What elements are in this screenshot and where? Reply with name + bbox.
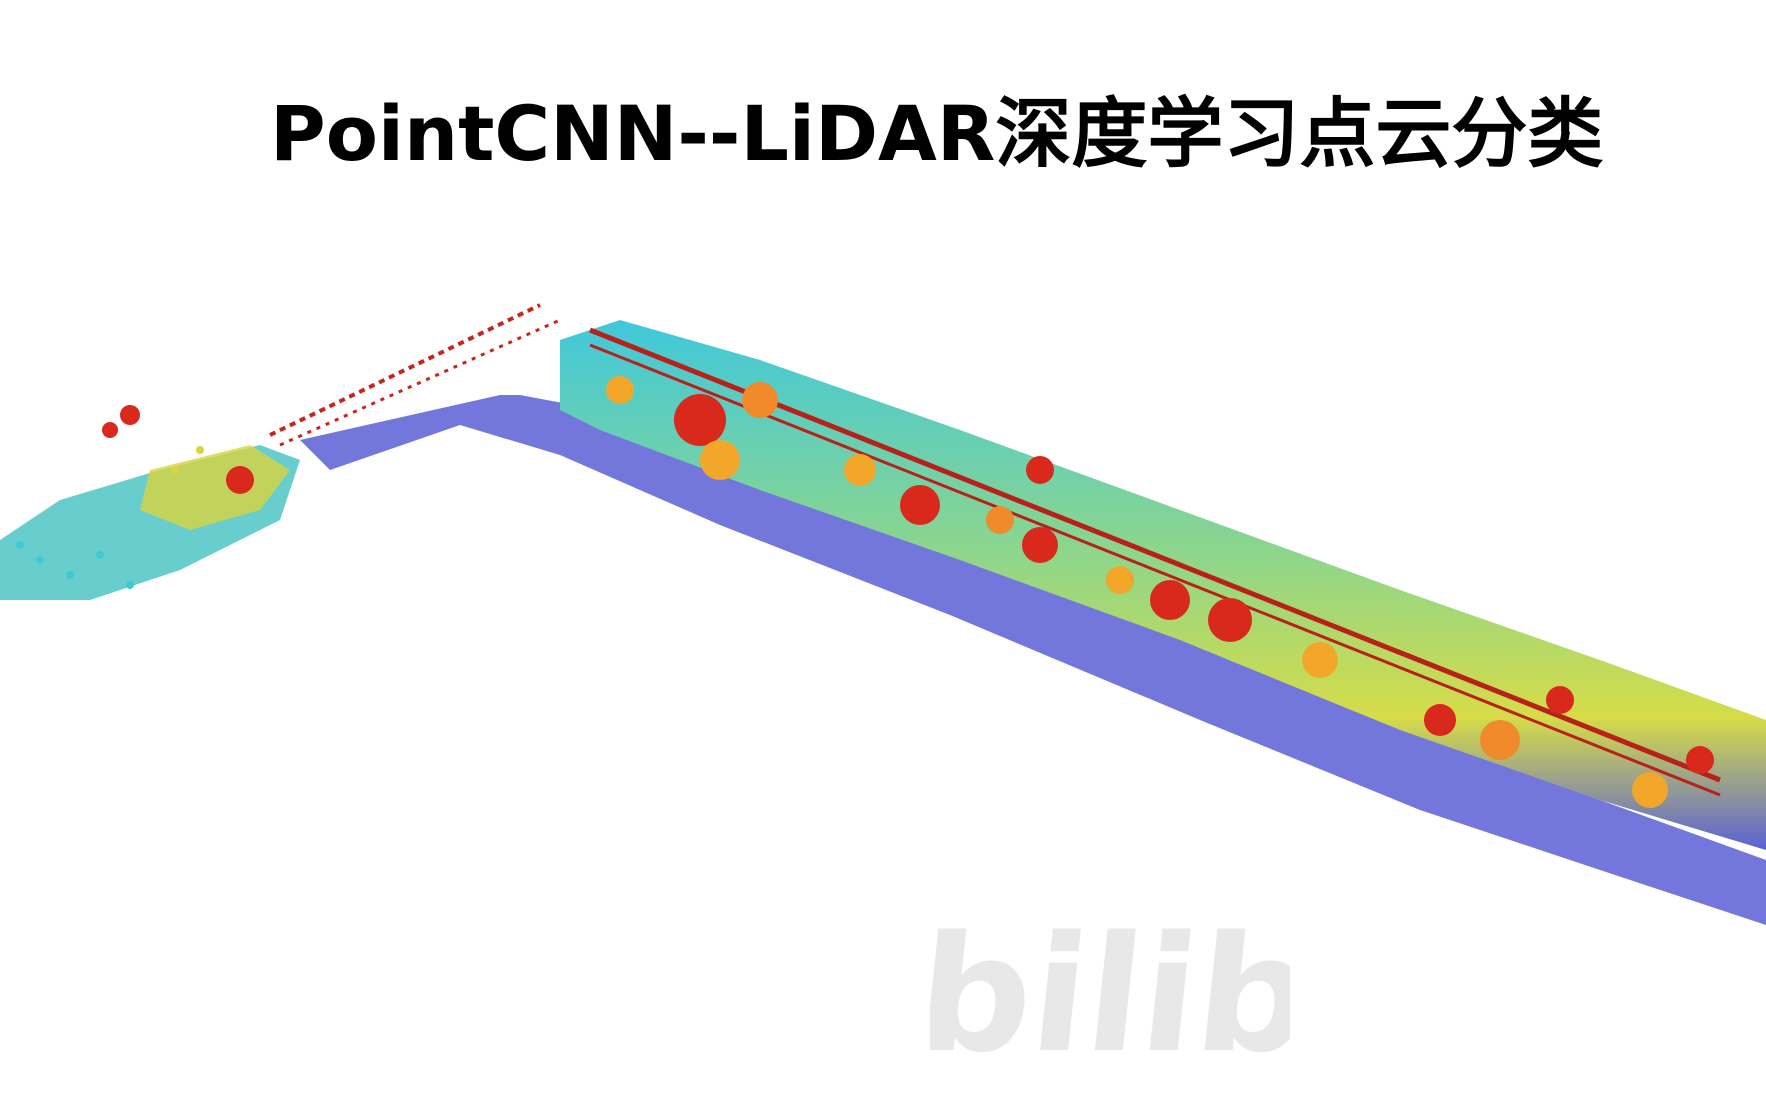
rail-line [589,343,1721,797]
tree-clusters [102,376,1714,808]
scatter-points [16,446,204,589]
bilibili-watermark-logo: bilibili [930,901,1290,1080]
ground-layer [300,395,1766,925]
overhead-line [269,303,541,437]
svg-text:bilibili: bilibili [930,901,1290,1080]
page-title: PointCNN--LiDAR深度学习点云分类 [270,89,1604,178]
left-section-yellow [140,445,290,530]
overhead-line [279,318,561,447]
rail-line [589,327,1721,783]
